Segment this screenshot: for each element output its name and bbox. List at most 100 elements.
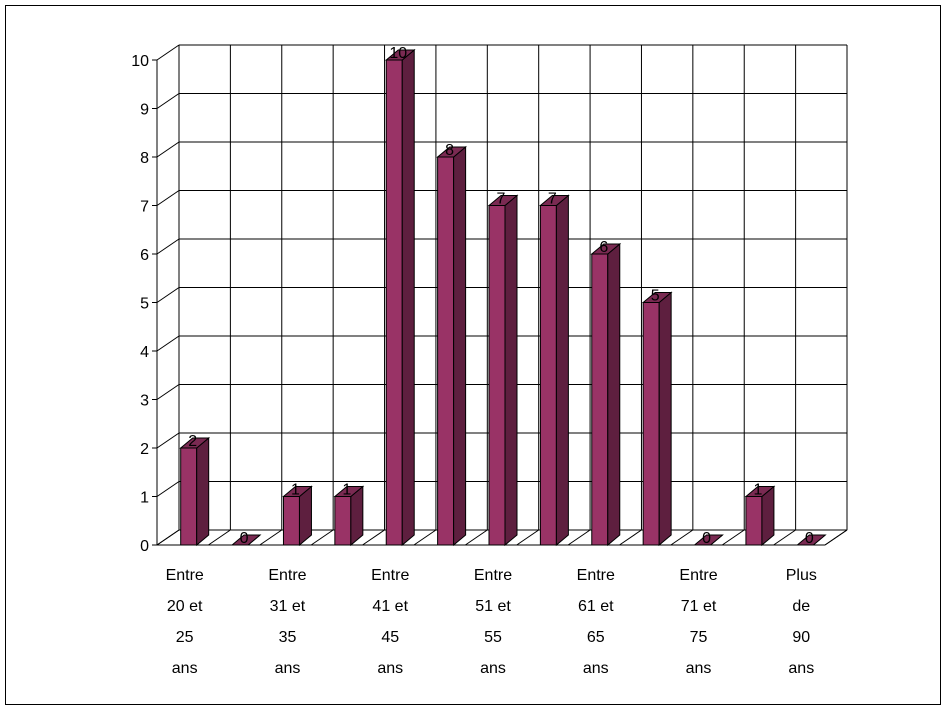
bar-front — [539, 205, 557, 546]
floor-gridline — [567, 529, 591, 546]
x-category-label: 25 — [176, 629, 194, 646]
bar[interactable] — [693, 534, 724, 546]
bar[interactable] — [230, 534, 262, 546]
bar-top — [384, 49, 416, 61]
data-label: 1 — [753, 482, 762, 499]
bar-side — [658, 291, 672, 547]
floor-gridline — [721, 529, 745, 546]
x-category-label: ans — [275, 660, 301, 677]
bar[interactable] — [384, 48, 416, 547]
bar-side — [196, 436, 210, 547]
x-category-label: ans — [686, 660, 712, 677]
floor-gridline — [208, 529, 231, 546]
data-label: 5 — [651, 288, 660, 305]
y-tick-label: 5 — [140, 296, 149, 313]
y-tick-label: 7 — [140, 199, 149, 216]
bar[interactable] — [641, 291, 673, 547]
y-tick-label: 3 — [140, 393, 149, 410]
bar-top — [539, 195, 570, 206]
bar-top — [436, 146, 467, 158]
gridlines — [156, 44, 848, 546]
y-tick-label: 2 — [140, 441, 149, 458]
bar[interactable] — [487, 194, 519, 547]
data-label: 1 — [342, 482, 351, 499]
floor-gridline — [619, 529, 642, 546]
bar-front — [745, 496, 763, 546]
y-tick-label: 10 — [131, 53, 149, 70]
floor-gridline — [156, 529, 180, 546]
bar-top — [641, 292, 673, 303]
floor-gridline — [362, 529, 385, 546]
wall-gridline — [156, 44, 180, 61]
wall-gridline — [156, 481, 180, 497]
floor-gridline — [670, 529, 694, 546]
bar-front — [385, 59, 403, 546]
x-category-label: 41 et — [372, 598, 408, 615]
floor-gridline — [465, 529, 488, 546]
bar-side — [504, 194, 518, 547]
x-category-label: Entre — [577, 567, 615, 584]
x-category-label: ans — [172, 660, 198, 677]
wall-gridline — [156, 384, 180, 400]
bar-front — [334, 496, 352, 546]
wall-gridline — [156, 432, 180, 449]
x-category-label: 75 — [690, 629, 708, 646]
bar-front — [437, 156, 455, 546]
x-category-label: de — [792, 598, 810, 615]
bar[interactable] — [744, 485, 776, 547]
bar[interactable] — [282, 485, 313, 547]
bar[interactable] — [539, 194, 570, 547]
data-label: 6 — [599, 239, 608, 256]
x-category-label: 35 — [279, 629, 297, 646]
wall-gridline — [156, 335, 180, 352]
bar-side — [453, 145, 467, 547]
data-label: 8 — [445, 142, 454, 159]
x-category-label: ans — [377, 660, 403, 677]
data-label: 0 — [805, 530, 814, 547]
bar-front — [642, 302, 660, 546]
bar-top — [590, 243, 622, 255]
bar-top — [333, 486, 365, 497]
bar-top — [795, 534, 827, 546]
y-tick-label: 8 — [140, 150, 149, 167]
x-category-label: 31 et — [270, 598, 306, 615]
bar[interactable] — [436, 145, 467, 547]
bar[interactable] — [795, 534, 827, 546]
floor-gridline — [259, 529, 283, 546]
x-category-label: ans — [583, 660, 609, 677]
bar-side — [607, 242, 621, 547]
bar-front — [282, 496, 300, 546]
x-category-label: Entre — [474, 567, 512, 584]
x-category-label: 45 — [381, 629, 399, 646]
floor-gridline — [310, 529, 334, 546]
floor-gridline — [413, 529, 437, 546]
x-category-label: ans — [788, 660, 814, 677]
x-category-label: 55 — [484, 629, 502, 646]
bar-top — [179, 437, 211, 449]
x-category-label: Entre — [268, 567, 306, 584]
data-label: 10 — [389, 45, 407, 62]
bar[interactable] — [333, 485, 365, 547]
chart-frame — [5, 5, 941, 705]
wall-gridline — [156, 141, 180, 158]
bar-top — [693, 534, 724, 546]
bar-top — [282, 486, 313, 497]
x-category-label: 20 et — [167, 598, 203, 615]
bar-top — [744, 486, 776, 497]
bar-front — [180, 447, 198, 546]
x-category-label: 90 — [792, 629, 810, 646]
bar[interactable] — [590, 242, 622, 547]
x-category-label: 61 et — [578, 598, 614, 615]
x-category-label: 65 — [587, 629, 605, 646]
x-category-label: Entre — [371, 567, 409, 584]
data-label: 0 — [702, 530, 711, 547]
x-category-label: ans — [480, 660, 506, 677]
floor-gridline — [516, 529, 539, 546]
x-category-label: Plus — [786, 567, 817, 584]
bars — [179, 48, 827, 547]
y-tick-label: 6 — [140, 247, 149, 264]
y-tick-label: 9 — [140, 102, 149, 119]
bar[interactable] — [179, 436, 211, 547]
x-category-label: Entre — [166, 567, 204, 584]
data-label: 2 — [188, 433, 197, 450]
